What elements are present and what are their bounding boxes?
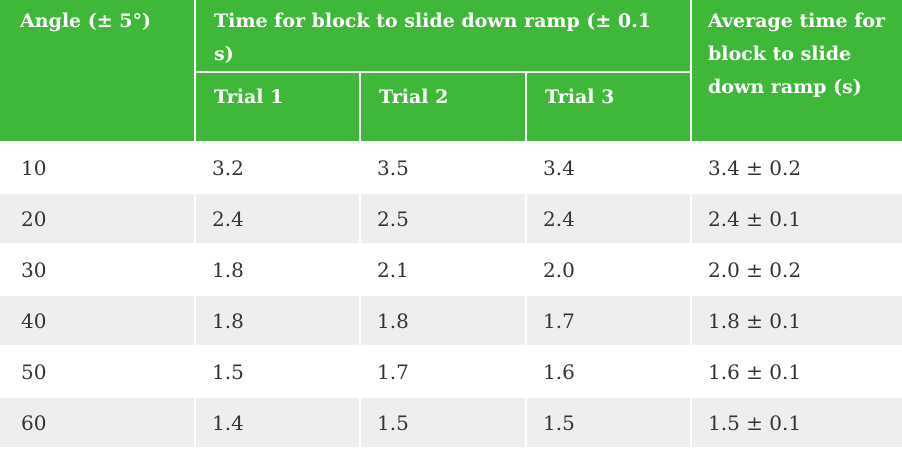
cell-average: 1.8 ± 0.1 <box>690 294 902 347</box>
header-trial-3: Trial 3 <box>525 71 692 143</box>
table-row: 40 1.8 1.8 1.7 1.8 ± 0.1 <box>0 294 902 347</box>
cell-average: 3.4 ± 0.2 <box>690 141 902 194</box>
header-row: Angle (± 5°) Time for block to slide dow… <box>0 0 902 143</box>
cell-angle: 10 <box>0 141 196 194</box>
cell-average: 2.0 ± 0.2 <box>690 243 902 296</box>
cell-trial-3: 1.6 <box>525 345 692 398</box>
header-angle: Angle (± 5°) <box>0 0 196 143</box>
cell-trial-3: 1.5 <box>525 396 692 449</box>
cell-trial-1: 1.4 <box>194 396 361 449</box>
cell-trial-3: 3.4 <box>525 141 692 194</box>
cell-trial-2: 2.5 <box>359 192 527 245</box>
cell-average: 1.6 ± 0.1 <box>690 345 902 398</box>
cell-angle: 20 <box>0 192 196 245</box>
cell-trial-1: 2.4 <box>194 192 361 245</box>
header-trial-1: Trial 1 <box>194 71 361 143</box>
table-row: 20 2.4 2.5 2.4 2.4 ± 0.1 <box>0 192 902 245</box>
cell-trial-1: 3.2 <box>194 141 361 194</box>
cell-average: 2.4 ± 0.1 <box>690 192 902 245</box>
cell-angle: 30 <box>0 243 196 296</box>
cell-trial-2: 1.8 <box>359 294 527 347</box>
header-time-group: Time for block to slide down ramp (± 0.1… <box>194 0 692 73</box>
cell-trial-3: 2.4 <box>525 192 692 245</box>
cell-trial-3: 1.7 <box>525 294 692 347</box>
cell-trial-1: 1.5 <box>194 345 361 398</box>
cell-trial-3: 2.0 <box>525 243 692 296</box>
cell-trial-1: 1.8 <box>194 294 361 347</box>
cell-trial-2: 1.7 <box>359 345 527 398</box>
cell-angle: 60 <box>0 396 196 449</box>
table-row: 50 1.5 1.7 1.6 1.6 ± 0.1 <box>0 345 902 398</box>
table-row: 10 3.2 3.5 3.4 3.4 ± 0.2 <box>0 141 902 194</box>
header-average: Average time for block to slide down ram… <box>690 0 902 143</box>
cell-trial-2: 3.5 <box>359 141 527 194</box>
header-trial-2: Trial 2 <box>359 71 527 143</box>
cell-trial-2: 2.1 <box>359 243 527 296</box>
cell-trial-1: 1.8 <box>194 243 361 296</box>
cell-trial-2: 1.5 <box>359 396 527 449</box>
cell-average: 1.5 ± 0.1 <box>690 396 902 449</box>
subheader-row: Trial 1 Trial 2 Trial 3 <box>0 71 902 143</box>
table-row: 60 1.4 1.5 1.5 1.5 ± 0.1 <box>0 396 902 449</box>
cell-angle: 50 <box>0 345 196 398</box>
table-row: 30 1.8 2.1 2.0 2.0 ± 0.2 <box>0 243 902 296</box>
cell-angle: 40 <box>0 294 196 347</box>
